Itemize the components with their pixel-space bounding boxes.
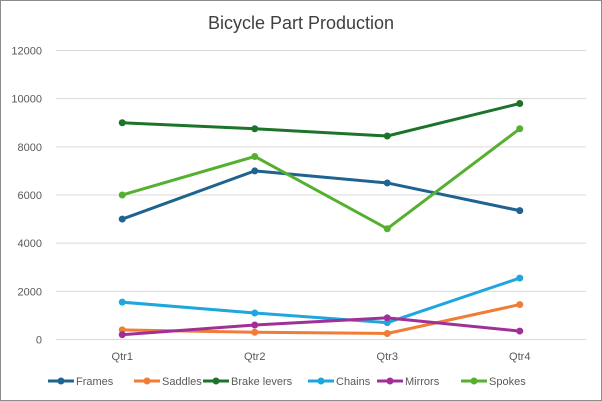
y-tick-label: 0 [36,335,42,347]
series-line [122,102,521,138]
legend-label: Frames [76,376,114,388]
series-chains [118,274,524,327]
data-point [251,125,259,133]
legend-marker [470,377,478,385]
data-point [383,314,391,322]
series-line [122,316,520,337]
y-tick-label: 10000 [11,94,42,106]
legend-marker [143,377,151,385]
y-tick-label: 6000 [18,190,42,202]
series-brake-levers [118,99,524,140]
series-line [121,169,521,221]
data-point [516,207,524,215]
data-point [118,215,126,223]
legend-label: Saddles [162,376,202,388]
series-mirrors [118,314,524,339]
legend-item: Brake levers [203,376,293,388]
data-point [251,328,259,336]
data-point [383,225,391,233]
legend-item: Chains [308,376,371,388]
data-point [383,319,391,327]
data-point [251,309,259,317]
x-tick-label: Qtr4 [509,351,530,363]
data-point [251,167,259,175]
x-tick-label: Qtr1 [112,351,133,363]
x-tick-label: Qtr3 [377,351,398,363]
series-frames [118,167,524,223]
series-spokes [118,125,524,233]
chart-title: Bicycle Part Production [208,13,394,33]
legend-label: Brake levers [231,376,293,388]
data-point [251,152,259,160]
data-point [118,298,126,306]
data-point [383,132,391,140]
legend-item: Mirrors [377,376,440,388]
legend-label: Spokes [489,376,526,388]
data-point [516,327,524,335]
data-point [383,179,391,187]
data-point [516,274,524,282]
legend-item: Saddles [134,376,202,388]
data-point [383,329,391,337]
y-tick-label: 2000 [18,286,42,298]
data-point [118,326,126,334]
y-tick-label: 12000 [11,46,42,58]
data-point [118,119,126,127]
legend-marker [386,377,394,385]
series-line [122,276,521,325]
data-point [516,99,524,107]
legend-label: Chains [336,376,371,388]
data-point [118,191,126,199]
data-point [516,301,524,309]
y-tick-label: 4000 [18,238,42,250]
series-line [121,127,521,231]
legend-item: Frames [48,376,114,388]
legend-marker [317,377,325,385]
data-point [118,331,126,339]
legend-marker [57,377,65,385]
y-tick-label: 8000 [18,142,42,154]
legend-label: Mirrors [405,376,440,388]
data-point [251,321,259,329]
legend-marker [212,377,220,385]
x-tick-label: Qtr2 [244,351,265,363]
data-point [516,125,524,133]
legend-item: Spokes [461,376,526,388]
